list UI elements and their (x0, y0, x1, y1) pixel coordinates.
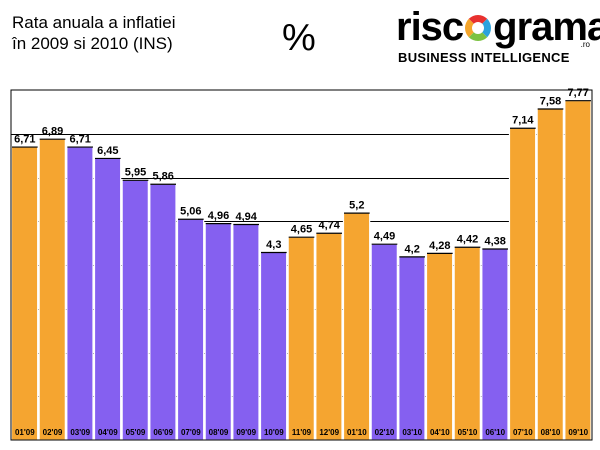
logo-word-end: grama (493, 5, 600, 49)
value-label: 4,96 (208, 210, 229, 222)
x-tick-label: 02'10 (375, 428, 395, 437)
unit-symbol: % (282, 17, 316, 59)
chart-title-line-1: Rata anuala a inflatiei (12, 13, 176, 32)
x-tick-label: 08'09 (209, 428, 229, 437)
bar-02'10 (370, 243, 398, 441)
bar-09'09 (232, 223, 260, 441)
logo-wordmark: risc grama (396, 4, 600, 50)
bar-11'09 (287, 236, 315, 441)
value-label: 7,14 (512, 115, 534, 127)
bar-03'09 (66, 146, 94, 441)
bar-09'10 (564, 99, 592, 441)
value-label: 4,49 (374, 231, 395, 243)
value-label: 7,58 (540, 95, 561, 107)
bar-07'10 (508, 127, 537, 441)
value-label: 6,89 (42, 126, 63, 138)
value-label: 4,38 (484, 235, 505, 247)
value-label: 5,86 (152, 171, 173, 183)
bars (10, 99, 592, 441)
bar-04'10 (425, 252, 454, 441)
x-tick-label: 08'10 (541, 428, 561, 437)
value-label: 6,71 (69, 133, 90, 145)
value-label: 5,06 (180, 206, 201, 218)
x-tick-labels: 01'09 02'09 03'09 04'09 05'09 06'09 07'09 08'09… (15, 428, 589, 437)
value-label: 4,28 (429, 240, 450, 252)
x-tick-label: 06'10 (485, 428, 505, 437)
value-label: 4,94 (235, 211, 257, 223)
x-tick-label: 03'10 (402, 428, 422, 437)
x-tick-label: 09'09 (236, 428, 256, 437)
bar-01'10 (342, 212, 371, 441)
value-label: 5,95 (125, 167, 146, 179)
bar-07'09 (176, 218, 205, 441)
chart-title: Rata anuala a inflatiei în 2009 si 2010 … (12, 12, 176, 54)
bar-02'09 (38, 138, 66, 441)
logo-domain-suffix: .ro (580, 40, 590, 49)
x-tick-label: 10'09 (264, 428, 284, 437)
bar-08'09 (204, 222, 232, 441)
bar-06'10 (481, 248, 509, 441)
x-tick-label: 09'10 (568, 428, 588, 437)
bar-08'10 (536, 108, 564, 441)
value-label: 6,71 (14, 133, 35, 145)
chart-title-line-2: în 2009 si 2010 (INS) (12, 34, 173, 53)
x-tick-label: 03'09 (70, 428, 90, 437)
bar-04'09 (93, 157, 122, 441)
x-tick-label: 04'10 (430, 428, 450, 437)
x-tick-label: 01'09 (15, 428, 35, 437)
bar-12'09 (315, 232, 343, 441)
value-label: 4,3 (266, 239, 281, 251)
logo-tagline: BUSINESS INTELLIGENCE (398, 50, 570, 65)
x-tick-label: 11'09 (292, 428, 312, 437)
x-tick-label: 07'10 (513, 428, 533, 437)
bar-01'09 (10, 146, 39, 441)
bar-05'09 (121, 179, 149, 441)
x-tick-label: 05'09 (126, 428, 146, 437)
bar-05'10 (453, 246, 481, 441)
plot-frame (10, 89, 593, 441)
x-tick-label: 02'09 (43, 428, 63, 437)
value-label: 6,45 (97, 145, 118, 157)
x-tick-label: 05'10 (458, 428, 478, 437)
bar-10'09 (259, 251, 288, 441)
value-labels: 6,71 6,89 6,71 6,45 5,95 5,86 5,06 4,96 4,94 4,3 4… (14, 87, 589, 255)
x-tick-label: 07'09 (181, 428, 201, 437)
x-tick-label: 04'09 (98, 428, 118, 437)
x-tick-label: 06'09 (153, 428, 173, 437)
x-tick-label: 01'10 (347, 428, 367, 437)
value-label: 5,2 (349, 200, 364, 212)
bar-06'09 (149, 183, 177, 441)
riscograma-logo: risc grama .ro BUSINESS INTELLIGENCE (396, 5, 600, 68)
logo-ring-icon (465, 15, 492, 41)
value-label: 4,42 (457, 234, 478, 246)
value-label: 4,74 (318, 220, 340, 232)
x-tick-label: 12'09 (319, 428, 339, 437)
value-label: 4,65 (291, 224, 312, 236)
value-label: 7,77 (567, 87, 588, 99)
bar-03'10 (398, 256, 426, 441)
logo-word-start: risc (396, 5, 464, 49)
value-label: 4,2 (405, 243, 420, 255)
